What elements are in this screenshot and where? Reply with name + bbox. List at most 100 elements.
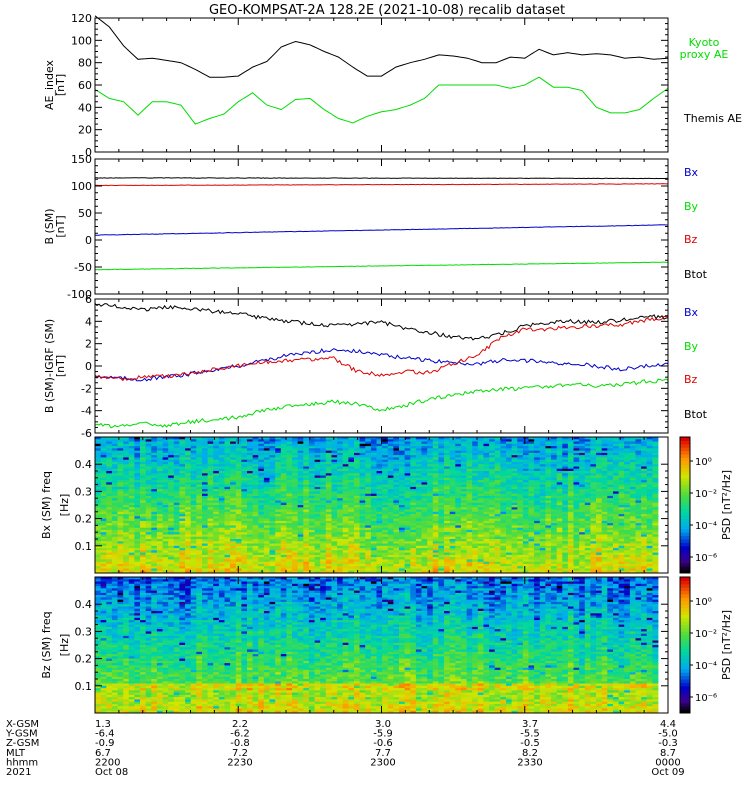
heatmap-cell [337,505,344,508]
heatmap-cell [292,534,298,538]
heatmap-cell [432,550,439,553]
heatmap-cell [354,491,360,495]
heatmap-cell [145,455,152,458]
heatmap-cell [95,498,101,501]
heatmap-cell [247,505,253,508]
heatmap-cell [280,466,287,470]
heatmap-cell [106,473,113,476]
heatmap-cell [111,570,118,574]
heatmap-cell [292,516,298,519]
heatmap-cell [399,446,405,449]
heatmap-cell [370,525,377,529]
heatmap-cell [455,482,462,485]
heatmap-cell [500,498,507,501]
heatmap-cell [421,448,428,451]
heatmap-cell [444,439,451,442]
heatmap-cell [506,477,512,481]
heatmap-cell [134,482,141,485]
heatmap-cell [100,545,107,549]
heatmap-cell [331,505,338,508]
heatmap-cell [522,443,529,447]
heatmap-cell [494,545,501,549]
heatmap-cell [95,437,101,440]
heatmap-cell [365,523,372,526]
heatmap-cell [190,557,197,560]
heatmap-cell [207,525,214,529]
heatmap-cell [230,518,237,522]
heatmap-cell [432,446,439,449]
heatmap-cell [314,459,321,463]
heatmap-cell [494,518,501,522]
heatmap-cell [494,532,501,535]
heatmap-cell [404,502,411,506]
heatmap-cell [320,455,327,458]
heatmap-cell [128,541,135,544]
heatmap-cell [460,532,467,535]
heatmap-cell [331,541,338,544]
heatmap-cell [376,461,383,465]
heatmap-cell [145,543,152,547]
heatmap-cell [483,518,490,522]
heatmap-cell [314,477,321,481]
heatmap-cell [449,543,456,547]
heatmap-cell [263,484,270,488]
heatmap-cell [111,534,118,538]
heatmap-cell [320,468,327,472]
heatmap-cell [415,505,422,508]
heatmap-cell [280,502,287,506]
heatmap-cell [134,500,141,504]
heatmap-cell [337,550,344,553]
heatmap-cell [286,543,293,547]
heatmap-cell [106,552,113,556]
heatmap-cell [354,518,360,522]
heatmap-cell [297,482,304,485]
heatmap-cell [359,441,366,445]
heatmap-cell [168,471,175,474]
heatmap-cell [393,489,400,492]
heatmap-cell [286,509,293,513]
heatmap-cell [224,543,231,547]
heatmap-cell [342,534,349,538]
heatmap-cell [292,475,298,479]
heatmap-cell [280,516,287,519]
heatmap-cell [241,554,248,558]
heatmap-cell [308,505,315,508]
heatmap-cell [297,450,304,454]
heatmap-cell [252,507,259,510]
heatmap-cell [230,550,237,553]
heatmap-cell [151,482,158,485]
heatmap-cell [258,561,265,565]
heatmap-cell [156,443,163,447]
heatmap-cell [382,459,389,463]
heatmap-cell [382,557,389,560]
heatmap-cell [162,455,169,458]
heatmap-cell [342,459,349,463]
heatmap-cell [241,482,248,485]
heatmap-cell [444,520,451,524]
heatmap-cell [100,523,107,526]
heatmap-cell [156,498,163,501]
heatmap-cell [168,529,175,533]
heatmap-cell [213,516,220,519]
heatmap-cell [111,568,118,572]
heatmap-cell [123,491,130,495]
heatmap-cell [280,448,287,451]
heatmap-cell [308,486,315,490]
heatmap-cell [106,439,113,442]
heatmap-cell [522,461,529,465]
heatmap-cell [522,559,529,563]
heatmap-cell [472,466,479,470]
heatmap-cell [286,502,293,506]
heatmap-cell [511,532,518,535]
heatmap-cell [190,514,197,517]
heatmap-cell [393,441,400,445]
heatmap-cell [213,514,220,517]
heatmap-cell [196,459,203,463]
heatmap-cell [348,502,355,506]
heatmap-cell [314,511,321,515]
legend-btot: Btot [684,268,708,281]
heatmap-cell [258,523,265,526]
heatmap-cell [387,443,394,447]
heatmap-cell [477,568,484,572]
